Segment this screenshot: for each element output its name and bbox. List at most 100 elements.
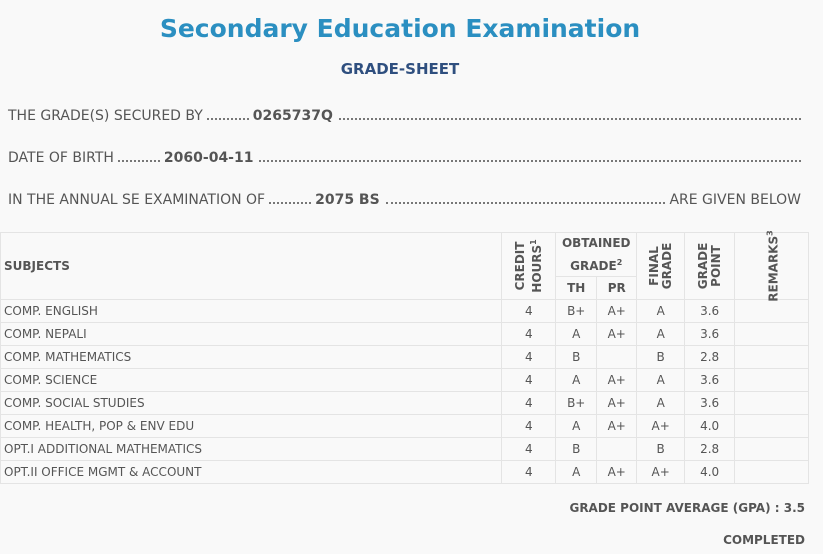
title: Secondary Education Examination — [159, 14, 641, 43]
header-text: GRADE — [570, 259, 617, 273]
cell: A — [555, 414, 598, 438]
cell: 2.8 — [684, 345, 736, 369]
leader — [259, 160, 801, 162]
footnote-mark: 1 — [528, 239, 538, 245]
cell: B — [636, 437, 686, 461]
subtitle: GRADE-SHEET — [340, 60, 460, 78]
header-credit: CREDIT HOURS1 — [501, 232, 557, 300]
info-label: DATE OF BIRTH — [8, 150, 114, 166]
remarks-cell — [734, 368, 809, 392]
cell: A — [636, 299, 686, 323]
cell: A+ — [596, 299, 638, 323]
info-suffix: ARE GIVEN BELOW — [669, 192, 801, 208]
header-text: OBTAINED — [561, 236, 631, 250]
row: COMP. MATHEMATICS 4 B B 2.8 — [0, 345, 809, 369]
header-text: REMARKS — [766, 235, 781, 302]
row: COMP. SCIENCE 4 A A+ A 3.6 — [0, 368, 809, 392]
cell: 4.0 — [684, 414, 736, 438]
leader — [117, 160, 160, 162]
cell: 3.6 — [684, 391, 736, 415]
remarks-cell — [734, 322, 809, 346]
cell: A — [636, 322, 686, 346]
cell: A+ — [596, 322, 638, 346]
row: COMP. SOCIAL STUDIES 4 B+ A+ A 3.6 — [0, 391, 809, 415]
leader — [338, 118, 801, 120]
cell: 4 — [501, 368, 557, 392]
cell: 4 — [501, 414, 557, 438]
row: COMP. HEALTH, POP & ENV EDU 4 A A+ A+ 4.0 — [0, 414, 809, 438]
cell: B — [555, 345, 598, 369]
cell: 4 — [501, 391, 557, 415]
cell: A — [636, 368, 686, 392]
cell: 3.6 — [684, 299, 736, 323]
cell: A+ — [636, 414, 686, 438]
subject: COMP. MATHEMATICS — [0, 345, 503, 369]
row: OPT.I ADDITIONAL MATHEMATICS 4 B B 2.8 — [0, 437, 809, 461]
remarks-cell — [734, 345, 809, 369]
gpa-value: 3.5 — [783, 501, 805, 515]
info-value: 2060-04-11 — [163, 150, 254, 166]
cell: 3.6 — [684, 322, 736, 346]
header-remarks: REMARKS3 — [734, 230, 809, 302]
cell: 4 — [501, 322, 557, 346]
cell: 3.6 — [684, 368, 736, 392]
header-grade-point: GRADE POINT — [684, 232, 736, 300]
cell: 4 — [501, 299, 557, 323]
header-text: GRADE — [695, 242, 710, 290]
cell: A+ — [596, 414, 638, 438]
subject: COMP. HEALTH, POP & ENV EDU — [0, 414, 503, 438]
footnote-mark: 3 — [765, 230, 775, 236]
info-value: 0265737Q — [252, 108, 333, 124]
cell: 4 — [501, 460, 557, 484]
cell: A — [555, 322, 598, 346]
gpa: GRADE POINT AVERAGE (GPA) : 3.5 — [569, 501, 805, 515]
cell: A+ — [596, 460, 638, 484]
cell: A — [555, 368, 598, 392]
info-line: DATE OF BIRTH 2060-04-11 — [8, 150, 801, 166]
header-th: TH — [555, 276, 598, 300]
subject: COMP. ENGLISH — [0, 299, 503, 323]
header-obtained: OBTAINED GRADE2 — [555, 232, 638, 277]
cell: A+ — [596, 391, 638, 415]
info-label: THE GRADE(S) SECURED BY — [8, 108, 203, 124]
cell: B — [636, 345, 686, 369]
subject: COMP. NEPALI — [0, 322, 503, 346]
leader — [385, 202, 666, 204]
leader — [269, 202, 312, 204]
remarks-cell — [734, 437, 809, 461]
row: COMP. ENGLISH 4 B+ A+ A 3.6 — [0, 299, 809, 323]
cell: A+ — [636, 460, 686, 484]
cell: B+ — [555, 391, 598, 415]
remarks-cell — [734, 391, 809, 415]
footnote-mark: 2 — [616, 258, 623, 267]
cell: 4 — [501, 437, 557, 461]
subject: COMP. SCIENCE — [0, 368, 503, 392]
info-value: 2075 BS — [315, 192, 380, 208]
header-pr: PR — [596, 276, 638, 300]
header-final: FINAL GRADE — [636, 232, 686, 300]
subject: OPT.I ADDITIONAL MATHEMATICS — [0, 437, 503, 461]
row: OPT.II OFFICE MGMT & ACCOUNT 4 A A+ A+ 4.0 — [0, 460, 809, 484]
remarks-cell — [734, 299, 809, 323]
leader — [206, 118, 249, 120]
header-text: CREDIT — [512, 241, 527, 291]
subject: OPT.II OFFICE MGMT & ACCOUNT — [0, 460, 503, 484]
cell: 4.0 — [684, 460, 736, 484]
header-text: FINAL — [646, 246, 661, 286]
info-line: IN THE ANNUAL SE EXAMINATION OF 2075 BS AR… — [8, 192, 801, 208]
cell: B+ — [555, 299, 598, 323]
cell: 4 — [501, 345, 557, 369]
grade-table: SUBJECTS CREDIT HOURS1 OBTAINED GRADE2 FIN… — [0, 230, 809, 484]
info-line: THE GRADE(S) SECURED BY 0265737Q — [8, 108, 801, 124]
remarks-cell — [734, 414, 809, 438]
header-subjects: SUBJECTS — [0, 232, 503, 300]
row: COMP. NEPALI 4 A A+ A 3.6 — [0, 322, 809, 346]
cell: 2.8 — [684, 437, 736, 461]
gpa-label: GRADE POINT AVERAGE (GPA) : — [569, 501, 780, 515]
subject: COMP. SOCIAL STUDIES — [0, 391, 503, 415]
cell: A — [636, 391, 686, 415]
cell — [596, 437, 638, 461]
cell — [596, 345, 638, 369]
remarks-cell — [734, 460, 809, 484]
